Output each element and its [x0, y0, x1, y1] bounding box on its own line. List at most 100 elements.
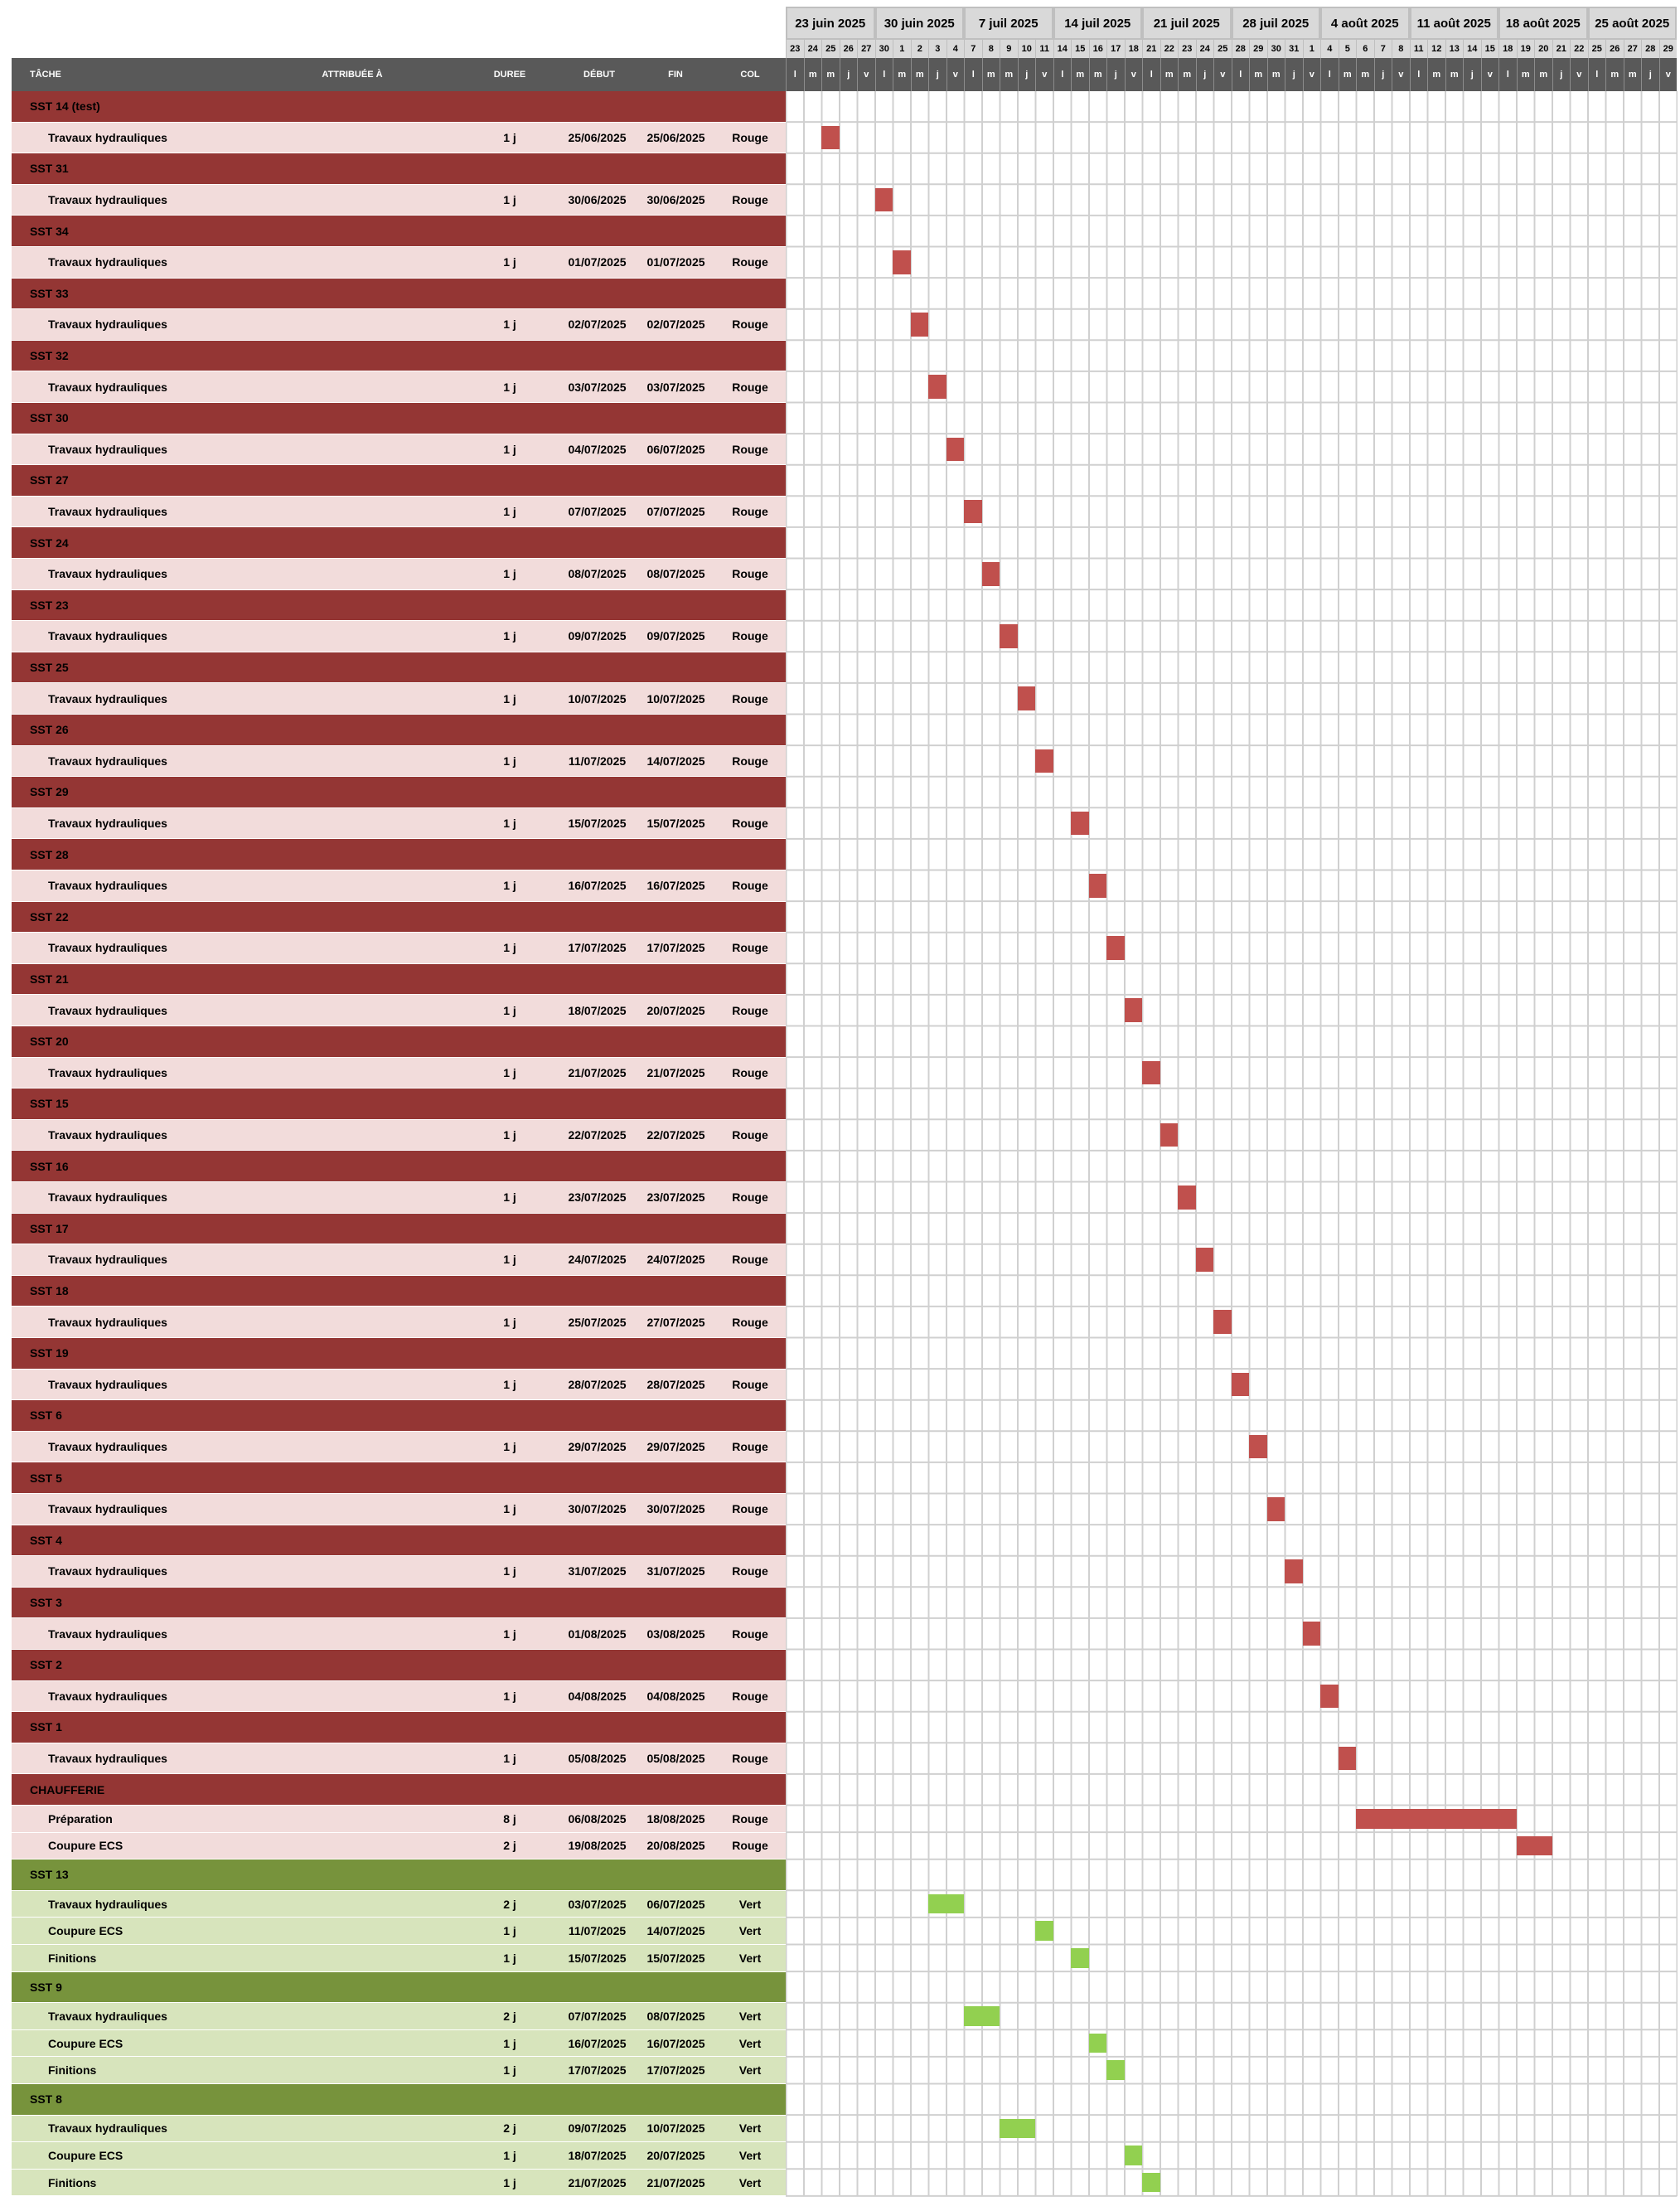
group-row[interactable] — [12, 1213, 786, 1244]
gantt-bar[interactable] — [1213, 1310, 1232, 1334]
task-row[interactable] — [12, 1556, 786, 1587]
gantt-bar[interactable] — [1017, 686, 1035, 710]
gantt-bar[interactable] — [928, 1893, 964, 1914]
group-row[interactable] — [12, 1712, 786, 1743]
task-row[interactable] — [12, 2115, 786, 2142]
gantt-bar[interactable] — [1195, 1248, 1213, 1272]
gantt-bar[interactable] — [893, 250, 911, 274]
gantt-bar[interactable] — [946, 437, 964, 462]
gantt-bar[interactable] — [1000, 2118, 1035, 2139]
group-row[interactable] — [12, 153, 786, 184]
group-row[interactable] — [12, 91, 786, 122]
gantt-bar[interactable] — [1035, 1921, 1053, 1941]
task-row[interactable] — [12, 1431, 786, 1462]
group-row[interactable] — [12, 1525, 786, 1556]
group-row[interactable] — [12, 1650, 786, 1680]
gantt-bar[interactable] — [1124, 998, 1142, 1022]
header-start[interactable]: DÉBUT — [562, 58, 637, 91]
task-row[interactable] — [12, 807, 786, 839]
task-row[interactable] — [12, 1618, 786, 1649]
group-row[interactable] — [12, 403, 786, 434]
task-row[interactable] — [12, 1945, 786, 1971]
gantt-bar[interactable] — [1516, 1835, 1552, 1856]
task-row[interactable] — [12, 1743, 786, 1774]
group-row[interactable] — [12, 1971, 786, 2003]
group-row[interactable] — [12, 589, 786, 621]
group-row[interactable] — [12, 652, 786, 683]
task-row[interactable] — [12, 870, 786, 901]
gantt-bar[interactable] — [1071, 811, 1089, 836]
task-row[interactable] — [12, 683, 786, 714]
task-row[interactable] — [12, 1182, 786, 1213]
task-row[interactable] — [12, 2057, 786, 2083]
gantt-bar[interactable] — [964, 2006, 1000, 2026]
task-row[interactable] — [12, 184, 786, 216]
task-row[interactable] — [12, 309, 786, 340]
gantt-bar[interactable] — [1124, 2146, 1142, 2165]
group-row[interactable] — [12, 901, 786, 933]
gantt-bar[interactable] — [1266, 1497, 1285, 1521]
task-row[interactable] — [12, 1918, 786, 1944]
group-row[interactable] — [12, 1462, 786, 1493]
gantt-bar[interactable] — [1249, 1434, 1267, 1459]
gantt-bar[interactable] — [1285, 1559, 1303, 1583]
group-row[interactable] — [12, 1026, 786, 1057]
group-row[interactable] — [12, 1089, 786, 1119]
gantt-bar[interactable] — [1088, 874, 1106, 898]
gantt-bar[interactable] — [874, 187, 893, 212]
gantt-bar[interactable] — [821, 125, 840, 150]
group-row[interactable] — [12, 1151, 786, 1181]
gantt-bar[interactable] — [1320, 1684, 1339, 1709]
group-row[interactable] — [12, 340, 786, 371]
task-row[interactable] — [12, 1244, 786, 1275]
gantt-bar[interactable] — [928, 375, 947, 399]
group-row[interactable] — [12, 963, 786, 995]
gantt-bar[interactable] — [1338, 1746, 1356, 1771]
task-row[interactable] — [12, 1119, 786, 1151]
gantt-bar[interactable] — [1302, 1622, 1320, 1646]
task-row[interactable] — [12, 621, 786, 652]
task-row[interactable] — [12, 247, 786, 278]
gantt-bar[interactable] — [910, 313, 928, 337]
header-assigned[interactable]: ATTRIBUÉE À — [315, 58, 390, 91]
group-row[interactable] — [12, 715, 786, 745]
task-row[interactable] — [12, 496, 786, 527]
gantt-bar[interactable] — [1071, 1948, 1089, 1968]
group-row[interactable] — [12, 1275, 786, 1307]
group-row[interactable] — [12, 1774, 786, 1805]
group-row[interactable] — [12, 1587, 786, 1618]
task-row[interactable] — [12, 434, 786, 465]
group-row[interactable] — [12, 1859, 786, 1890]
gantt-bar[interactable] — [1160, 1122, 1178, 1147]
task-row[interactable] — [12, 122, 786, 153]
gantt-bar[interactable] — [981, 562, 1000, 586]
gantt-bar[interactable] — [1142, 1060, 1160, 1085]
group-row[interactable] — [12, 777, 786, 807]
gantt-bar[interactable] — [1178, 1186, 1196, 1210]
gantt-bar[interactable] — [1035, 749, 1053, 773]
task-row[interactable] — [12, 995, 786, 1025]
gantt-bar[interactable] — [1231, 1372, 1249, 1397]
group-row[interactable] — [12, 1338, 786, 1369]
task-row[interactable] — [12, 2003, 786, 2029]
header-color[interactable]: COL — [721, 58, 779, 91]
group-row[interactable] — [12, 527, 786, 558]
task-row[interactable] — [12, 371, 786, 402]
gantt-bar[interactable] — [1106, 2060, 1125, 2080]
gantt-bar[interactable] — [1088, 2033, 1106, 2053]
task-row[interactable] — [12, 559, 786, 589]
header-task[interactable]: TÂCHE — [30, 58, 129, 91]
group-row[interactable] — [12, 2084, 786, 2115]
task-row[interactable] — [12, 1494, 786, 1525]
task-row[interactable] — [12, 2029, 786, 2057]
gantt-bar[interactable] — [1000, 624, 1018, 648]
group-row[interactable] — [12, 839, 786, 870]
gantt-bar[interactable] — [1142, 2172, 1160, 2193]
task-row[interactable] — [12, 2142, 786, 2169]
task-row[interactable] — [12, 1057, 786, 1089]
group-row[interactable] — [12, 216, 786, 246]
gantt-bar[interactable] — [964, 499, 982, 524]
header-end[interactable]: FIN — [638, 58, 713, 91]
group-row[interactable] — [12, 465, 786, 496]
task-row[interactable] — [12, 1307, 786, 1337]
